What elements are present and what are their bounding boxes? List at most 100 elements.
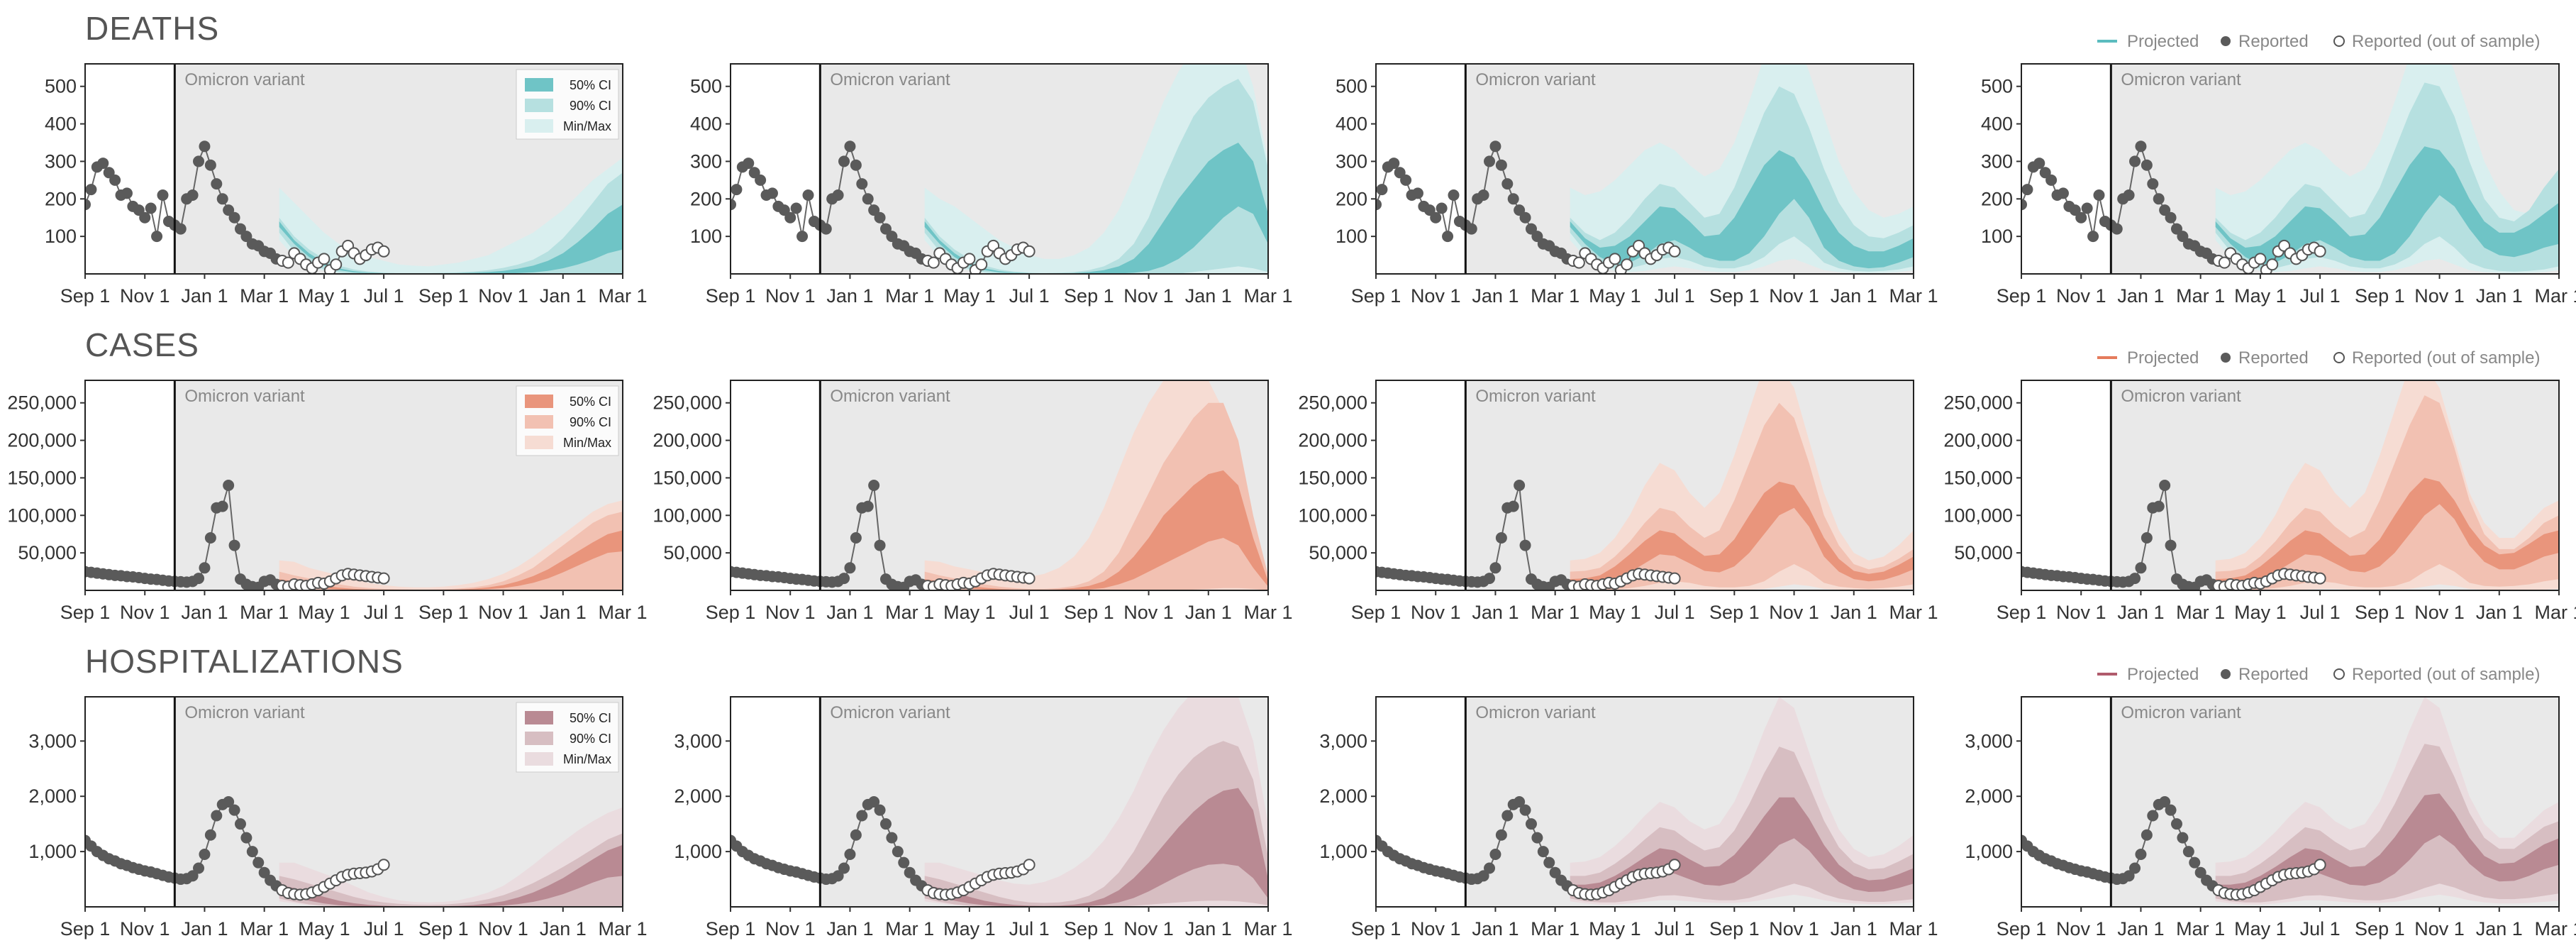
x-tick-label: Sep 1 bbox=[2355, 918, 2405, 939]
x-tick-label: Nov 1 bbox=[2056, 285, 2106, 307]
reported-point bbox=[2045, 174, 2058, 186]
x-tick-label: Jan 1 bbox=[2117, 285, 2164, 307]
panel-hosp-2: Omicron variant 1,000 2,000 3,000 Sep 1 Nov 1… bbox=[674, 696, 1293, 939]
ci-legend-label: 50% CI bbox=[570, 711, 611, 725]
x-tick-label: Mar 1 bbox=[2534, 602, 2576, 623]
out-of-sample-point bbox=[377, 572, 390, 585]
band-50-ci bbox=[1570, 150, 1914, 269]
reported-point bbox=[832, 189, 844, 201]
reported-point bbox=[838, 573, 850, 585]
y-tick-label: 250,000 bbox=[1943, 392, 2013, 414]
x-tick-label: Mar 1 bbox=[1243, 602, 1292, 623]
x-tick-label: Nov 1 bbox=[1123, 602, 1174, 623]
reported-point bbox=[2141, 829, 2153, 841]
x-tick-label: Sep 1 bbox=[418, 918, 469, 939]
reported-point bbox=[85, 184, 97, 196]
reported-point bbox=[204, 159, 216, 171]
x-tick-label: Nov 1 bbox=[1411, 285, 1461, 307]
reported-point bbox=[838, 155, 850, 167]
x-tick-label: Nov 1 bbox=[478, 285, 528, 307]
reported-point bbox=[1400, 174, 1412, 186]
x-tick-label: Jan 1 bbox=[181, 602, 228, 623]
reported-point bbox=[850, 159, 862, 171]
y-tick-label: 200 bbox=[1336, 188, 1367, 209]
x-tick-label: Nov 1 bbox=[2414, 918, 2465, 939]
x-tick-label: Nov 1 bbox=[2414, 285, 2465, 307]
y-tick-label: 100 bbox=[1336, 226, 1367, 247]
ci-legend: 50% CI 90% CI Min/Max bbox=[516, 385, 619, 456]
reported-point bbox=[2177, 832, 2189, 844]
panel-cases-3: Omicron variant 50,000 100,000 150,000 200,0… bbox=[1298, 380, 1938, 623]
x-tick-label: Mar 1 bbox=[2176, 285, 2225, 307]
reported-point bbox=[1519, 804, 1531, 816]
y-tick-label: 200,000 bbox=[1298, 430, 1367, 451]
reported-point bbox=[1388, 158, 1400, 170]
x-tick-label: Mar 1 bbox=[240, 918, 289, 939]
omicron-annotation: Omicron variant bbox=[830, 703, 950, 722]
x-tick-label: Nov 1 bbox=[1411, 602, 1461, 623]
out-of-sample-point bbox=[1621, 258, 1633, 271]
legend-reported-label: Reported bbox=[2238, 348, 2309, 368]
ci-legend-swatch bbox=[525, 752, 553, 766]
x-tick-label: Mar 1 bbox=[885, 602, 934, 623]
reported-point bbox=[145, 202, 157, 214]
x-tick-label: Mar 1 bbox=[885, 285, 934, 307]
x-tick-label: Nov 1 bbox=[2056, 918, 2106, 939]
reported-point bbox=[796, 231, 809, 243]
y-tick-label: 3,000 bbox=[1319, 730, 1367, 751]
x-tick-label: Sep 1 bbox=[1064, 285, 1114, 307]
x-tick-label: Jan 1 bbox=[540, 285, 587, 307]
omicron-annotation: Omicron variant bbox=[830, 70, 950, 89]
y-tick-label: 250,000 bbox=[1298, 392, 1367, 414]
reported-point bbox=[2135, 140, 2147, 153]
reported-point bbox=[1376, 184, 1388, 196]
y-tick-label: 1,000 bbox=[1319, 841, 1367, 862]
x-tick-label: Mar 1 bbox=[1243, 285, 1292, 307]
reported-point bbox=[199, 849, 211, 860]
x-tick-label: Jul 1 bbox=[2300, 285, 2341, 307]
band-90-ci bbox=[279, 512, 623, 590]
x-tick-label: Sep 1 bbox=[1997, 602, 2047, 623]
reported-point bbox=[1495, 829, 1507, 841]
omicron-annotation: Omicron variant bbox=[1475, 703, 1596, 722]
x-tick-label: May 1 bbox=[1589, 602, 1641, 623]
reported-point bbox=[252, 856, 265, 869]
x-tick-label: Jan 1 bbox=[1185, 285, 1232, 307]
reported-point bbox=[2057, 187, 2069, 199]
x-tick-label: Jul 1 bbox=[1009, 918, 1050, 939]
reported-point bbox=[1489, 849, 1501, 860]
y-tick-label: 500 bbox=[690, 76, 722, 97]
x-tick-label: Sep 1 bbox=[60, 285, 111, 307]
reported-point bbox=[731, 184, 743, 196]
reported-point bbox=[802, 189, 814, 201]
legend-out-of-sample-marker bbox=[2333, 35, 2345, 47]
y-tick-label: 150,000 bbox=[7, 467, 77, 488]
y-tick-label: 100 bbox=[45, 226, 77, 247]
legend-out-of-sample-label: Reported (out of sample) bbox=[2352, 665, 2540, 684]
x-tick-label: Mar 1 bbox=[2176, 602, 2225, 623]
band-90-ci bbox=[279, 833, 623, 907]
reported-point bbox=[223, 480, 235, 491]
y-tick-label: 500 bbox=[1981, 76, 2013, 97]
x-tick-label: Sep 1 bbox=[706, 602, 756, 623]
panel-frame bbox=[1375, 380, 1914, 591]
x-tick-label: May 1 bbox=[1589, 918, 1641, 939]
x-tick-label: Nov 1 bbox=[120, 918, 170, 939]
x-tick-label: Mar 1 bbox=[1531, 285, 1580, 307]
panel-cases-1: Omicron variant 50,000 100,000 150,000 200,0… bbox=[7, 380, 648, 623]
x-tick-label: May 1 bbox=[943, 918, 996, 939]
out-of-sample-point bbox=[2314, 245, 2326, 258]
top-legend-deaths: Projected Reported Reported (out of sample… bbox=[2097, 32, 2540, 51]
x-tick-label: Sep 1 bbox=[1709, 285, 1760, 307]
panel-plot-area bbox=[2021, 697, 2559, 905]
reported-point bbox=[832, 870, 844, 882]
ci-legend-swatch bbox=[525, 436, 553, 449]
panel-plot-area bbox=[85, 796, 623, 907]
reported-point bbox=[1501, 810, 1514, 822]
legend-out-of-sample-label: Reported (out of sample) bbox=[2352, 348, 2540, 368]
reported-point bbox=[2021, 184, 2033, 196]
panel-cases-4: Omicron variant 50,000 100,000 150,000 200,0… bbox=[1943, 380, 2576, 623]
reported-point bbox=[1489, 562, 1501, 574]
reported-point bbox=[850, 532, 862, 544]
ci-legend-label: 90% CI bbox=[570, 99, 611, 113]
